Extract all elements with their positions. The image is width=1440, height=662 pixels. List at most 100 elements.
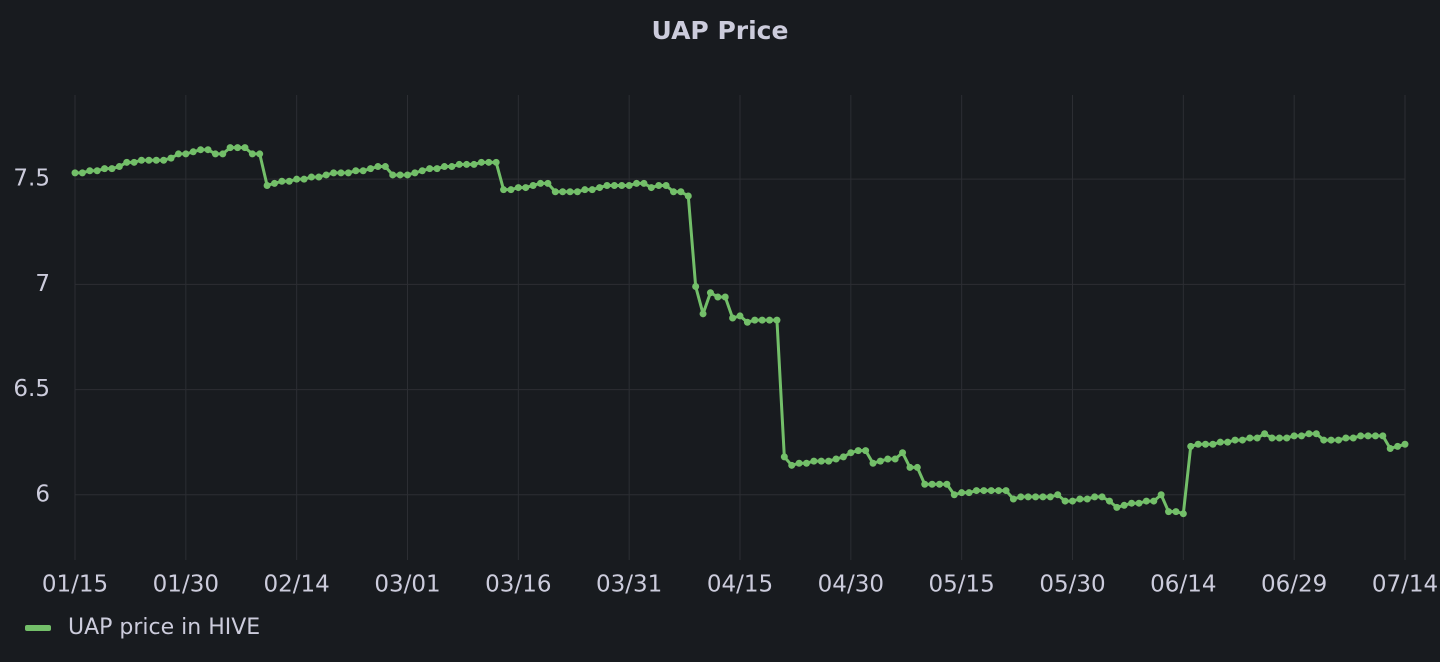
data-point bbox=[381, 163, 389, 171]
data-point bbox=[477, 158, 485, 166]
data-point bbox=[152, 156, 160, 164]
data-point bbox=[647, 184, 655, 192]
data-point bbox=[101, 165, 109, 173]
data-point bbox=[950, 491, 958, 499]
data-point bbox=[773, 316, 781, 324]
data-point bbox=[234, 144, 242, 152]
data-point bbox=[839, 453, 847, 461]
data-point bbox=[500, 186, 508, 194]
data-point bbox=[1054, 491, 1062, 499]
data-point bbox=[1083, 495, 1091, 503]
data-point bbox=[1098, 493, 1106, 501]
data-point bbox=[633, 179, 641, 187]
data-point bbox=[448, 163, 456, 171]
data-point bbox=[1039, 493, 1047, 501]
data-point bbox=[884, 455, 892, 463]
data-point bbox=[1379, 432, 1387, 440]
data-point bbox=[78, 169, 86, 177]
data-point bbox=[670, 188, 677, 196]
data-point bbox=[1275, 434, 1283, 442]
data-point bbox=[86, 167, 94, 175]
data-point bbox=[972, 487, 980, 495]
data-point bbox=[514, 184, 522, 192]
data-point bbox=[921, 480, 929, 488]
data-point bbox=[677, 188, 685, 196]
data-point bbox=[93, 167, 101, 175]
data-point bbox=[1165, 508, 1173, 516]
data-point bbox=[330, 169, 338, 177]
data-point bbox=[1061, 497, 1069, 505]
data-point bbox=[1069, 497, 1076, 505]
data-point bbox=[352, 167, 360, 175]
data-point bbox=[285, 177, 293, 185]
data-point bbox=[271, 179, 278, 187]
data-point bbox=[559, 188, 567, 196]
data-point bbox=[248, 150, 256, 158]
data-point bbox=[529, 181, 537, 189]
data-point bbox=[1349, 434, 1357, 442]
data-point bbox=[389, 171, 397, 179]
data-point bbox=[640, 179, 648, 187]
data-point bbox=[344, 169, 352, 177]
data-point bbox=[1394, 442, 1402, 450]
data-point bbox=[906, 463, 914, 471]
data-point bbox=[1327, 436, 1335, 444]
data-point bbox=[189, 148, 197, 156]
y-tick-label: 7 bbox=[35, 271, 50, 297]
y-tick-label: 6.5 bbox=[13, 376, 50, 402]
data-point bbox=[936, 480, 943, 488]
data-point bbox=[551, 188, 559, 196]
data-point bbox=[1172, 508, 1180, 516]
data-point bbox=[440, 163, 448, 171]
data-point bbox=[182, 150, 190, 158]
data-point bbox=[1209, 440, 1217, 448]
data-point bbox=[1128, 499, 1136, 507]
data-point bbox=[729, 314, 737, 322]
data-point bbox=[123, 158, 131, 166]
data-point bbox=[662, 181, 670, 189]
data-point bbox=[1298, 432, 1306, 440]
data-point bbox=[603, 181, 611, 189]
data-point bbox=[241, 144, 249, 152]
data-point bbox=[980, 487, 988, 495]
data-point bbox=[795, 459, 803, 467]
x-tick-label: 05/30 bbox=[1039, 572, 1105, 598]
data-point bbox=[1342, 434, 1350, 442]
data-point bbox=[1113, 503, 1121, 511]
data-point bbox=[1032, 493, 1040, 501]
data-point bbox=[943, 480, 951, 488]
data-point bbox=[876, 457, 884, 465]
data-point bbox=[758, 316, 766, 324]
data-point bbox=[1320, 436, 1328, 444]
data-point bbox=[817, 457, 825, 465]
data-point bbox=[367, 165, 375, 173]
data-point bbox=[965, 489, 973, 497]
data-point bbox=[492, 158, 500, 166]
x-tick-label: 07/14 bbox=[1372, 572, 1438, 598]
x-tick-label: 05/15 bbox=[929, 572, 995, 598]
data-point bbox=[1157, 491, 1165, 499]
data-point bbox=[1238, 436, 1246, 444]
data-point bbox=[699, 310, 707, 318]
data-point bbox=[1002, 487, 1010, 495]
data-point bbox=[537, 179, 544, 187]
data-point bbox=[1224, 438, 1232, 446]
data-point bbox=[1194, 440, 1202, 448]
chart-title: UAP Price bbox=[652, 16, 789, 45]
data-point bbox=[174, 150, 182, 158]
data-point bbox=[1024, 493, 1032, 501]
data-point bbox=[743, 318, 751, 326]
data-point bbox=[854, 447, 862, 455]
data-point bbox=[418, 167, 426, 175]
data-point bbox=[1335, 436, 1342, 444]
data-point bbox=[1017, 493, 1025, 501]
data-point bbox=[1268, 434, 1276, 442]
data-point bbox=[1135, 499, 1143, 507]
data-point bbox=[588, 186, 596, 194]
data-point bbox=[522, 184, 530, 192]
data-point bbox=[721, 293, 729, 301]
data-point bbox=[197, 146, 205, 154]
data-point bbox=[1187, 442, 1195, 450]
data-point bbox=[485, 158, 493, 166]
